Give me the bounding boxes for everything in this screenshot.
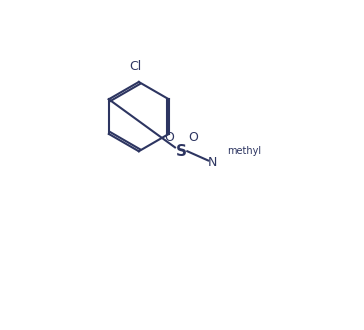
- Text: S: S: [176, 144, 187, 159]
- Text: O: O: [165, 131, 175, 144]
- Text: methyl: methyl: [228, 146, 261, 156]
- Text: Cl: Cl: [129, 60, 141, 73]
- Text: N: N: [207, 156, 217, 169]
- Text: O: O: [188, 131, 198, 144]
